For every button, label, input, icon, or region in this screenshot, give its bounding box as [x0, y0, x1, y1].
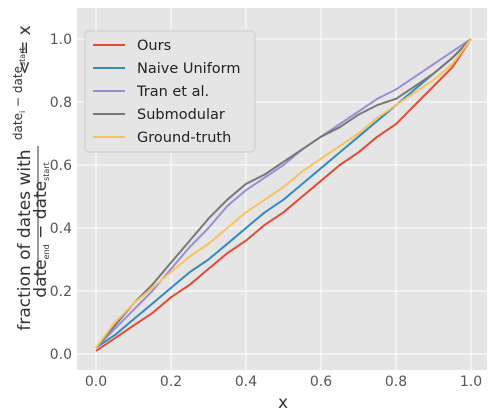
y-axis-label: fraction of dates with datei − datestart	[11, 47, 35, 330]
x-tick-label: 0.0	[85, 374, 107, 390]
legend-label-tran-et-al: Tran et al.	[136, 84, 209, 100]
x-tick-label: 0.6	[310, 374, 332, 390]
y-axis-label-den-rest-sub: start	[42, 162, 51, 181]
series-line-ground-truth	[95, 38, 472, 349]
y-tick-labels: 0.0 0.2 0.4 0.6 0.8 1.0	[50, 32, 72, 363]
x-tick-label: 0.4	[235, 374, 257, 390]
y-tick-label: 0.4	[50, 221, 72, 237]
y-tick-label: 0.0	[50, 347, 72, 363]
y-axis-label-den: date	[31, 259, 51, 297]
y-tick-label: 0.2	[50, 284, 72, 300]
y-axis-label-num-sub: i	[18, 111, 27, 113]
series-line-ours	[95, 38, 472, 352]
series-line-submodular	[95, 38, 472, 349]
legend-label-submodular: Submodular	[137, 107, 225, 123]
y-axis-label-den-sub: end	[42, 244, 51, 259]
y-tick-label: 0.6	[50, 158, 72, 174]
y-axis-label-num-rest-sub: start	[18, 47, 27, 66]
y-axis-label-den-rest: − date	[31, 181, 51, 244]
y-axis-label-fraction: datei − datestart	[11, 47, 27, 140]
x-tick-label: 0.8	[385, 374, 407, 390]
y-axis-label-denominator: dateend − datestart	[31, 162, 51, 297]
x-tick-label: 1.0	[460, 374, 482, 390]
legend-label-naive-uniform: Naive Uniform	[137, 61, 241, 77]
series-line-naive-uniform	[95, 38, 472, 349]
y-axis-label-num: date	[11, 113, 25, 140]
legend: Ours Naive Uniform Tran et al. Submodular Gr…	[84, 30, 256, 153]
legend-label-ours: Ours	[137, 38, 171, 54]
series-lines	[95, 38, 472, 352]
y-axis-label-prefix: fraction of dates with	[15, 149, 35, 330]
y-axis-label-num-rest: − date	[11, 66, 25, 111]
x-tick-label: 0.2	[160, 374, 182, 390]
y-tick-label: 1.0	[50, 32, 72, 48]
y-tick-label: 0.8	[50, 95, 72, 111]
y-axis-label-suffix: < = x	[15, 25, 35, 74]
x-axis-label: x	[278, 393, 288, 413]
x-tick-labels: 0.0 0.2 0.4 0.6 0.8 1.0	[85, 374, 482, 390]
legend-label-ground-truth: Ground-truth	[137, 130, 231, 146]
legend-box	[84, 30, 256, 153]
